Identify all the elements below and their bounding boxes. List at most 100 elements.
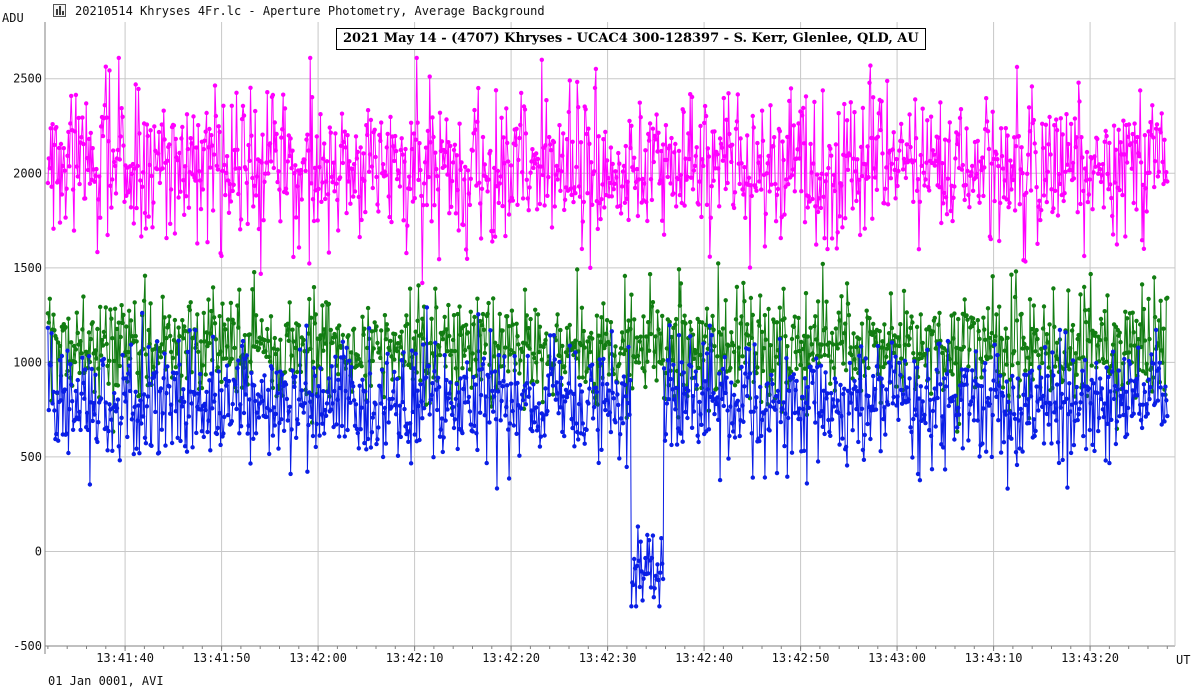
data-point (688, 364, 694, 369)
data-point (405, 321, 410, 327)
data-point (941, 445, 946, 450)
data-point (618, 211, 624, 216)
data-point (658, 178, 663, 183)
data-point (993, 387, 998, 392)
data-point (164, 391, 169, 396)
data-point (803, 400, 809, 405)
data-point (548, 333, 553, 338)
data-point (624, 464, 629, 470)
data-point (574, 421, 579, 426)
data-point (1141, 246, 1147, 251)
data-point (629, 292, 634, 297)
data-point (624, 196, 629, 201)
data-point (98, 215, 103, 220)
data-point (517, 453, 522, 458)
data-point (829, 417, 835, 422)
data-point (309, 315, 314, 320)
data-point (182, 324, 187, 329)
data-point (1048, 152, 1053, 157)
data-point (621, 351, 627, 357)
data-point (691, 168, 697, 173)
data-point (648, 177, 654, 182)
data-point (1008, 410, 1013, 415)
data-point (628, 326, 633, 332)
data-point (346, 179, 351, 184)
data-point (1037, 364, 1042, 370)
data-point (640, 176, 645, 182)
data-point (696, 439, 701, 445)
data-point (309, 181, 314, 186)
data-point (163, 443, 168, 448)
data-point (208, 165, 213, 170)
data-point (970, 316, 976, 321)
data-point (746, 175, 752, 180)
data-point (911, 351, 916, 356)
data-point (779, 214, 784, 220)
data-point (271, 165, 276, 171)
data-point (128, 318, 134, 323)
data-point (524, 381, 529, 386)
data-point (820, 261, 825, 267)
data-point (419, 332, 424, 337)
data-point (576, 184, 582, 189)
data-point (63, 325, 68, 330)
data-point (913, 136, 919, 141)
data-point (253, 431, 259, 436)
data-point (893, 343, 898, 348)
data-point (884, 387, 889, 392)
data-point (268, 159, 274, 164)
data-point (253, 344, 258, 349)
data-point (223, 192, 228, 198)
data-point (984, 449, 989, 454)
data-point (254, 174, 260, 179)
data-point (702, 120, 707, 126)
data-point (178, 189, 183, 194)
data-point (120, 320, 125, 326)
data-point (957, 383, 963, 388)
data-point (206, 145, 211, 150)
data-point (455, 446, 460, 452)
data-point (641, 576, 646, 581)
data-point (264, 160, 269, 165)
data-point (201, 434, 206, 440)
data-point (745, 375, 751, 380)
data-point (886, 360, 892, 365)
data-point (181, 178, 186, 183)
data-point (763, 211, 768, 216)
data-point (798, 417, 803, 422)
data-point (393, 402, 398, 408)
data-point (990, 274, 995, 279)
data-point (645, 532, 650, 538)
data-point (951, 195, 956, 200)
data-point (1023, 259, 1028, 264)
data-point (471, 131, 476, 136)
data-point (1063, 169, 1068, 174)
data-point (793, 349, 798, 355)
data-point (387, 214, 392, 220)
data-point (375, 340, 380, 346)
data-point (591, 404, 597, 410)
data-point (757, 438, 762, 444)
data-point (1152, 314, 1158, 320)
data-point (835, 230, 840, 235)
data-point (954, 345, 959, 351)
data-point (815, 209, 821, 215)
data-point (142, 273, 148, 278)
data-point (977, 454, 982, 459)
data-point (577, 382, 583, 388)
data-point (600, 382, 605, 387)
data-point (143, 226, 149, 231)
data-point (348, 400, 353, 405)
data-point (989, 330, 994, 336)
data-point (756, 319, 761, 324)
data-point (356, 356, 361, 361)
data-point (182, 164, 188, 169)
data-point (810, 351, 815, 356)
data-point (1048, 401, 1053, 406)
data-point (288, 471, 293, 477)
data-point (325, 192, 331, 197)
data-point (473, 127, 478, 132)
data-point (644, 199, 649, 205)
data-point (153, 409, 158, 415)
data-point (299, 197, 304, 202)
